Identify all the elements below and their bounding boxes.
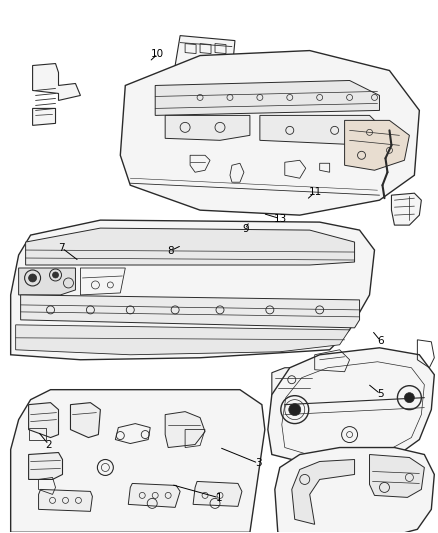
Text: 1: 1 xyxy=(215,492,223,503)
Polygon shape xyxy=(193,481,242,506)
Text: 2: 2 xyxy=(46,440,52,450)
Text: 11: 11 xyxy=(308,187,321,197)
Polygon shape xyxy=(71,402,100,438)
Circle shape xyxy=(28,274,37,282)
Text: 5: 5 xyxy=(377,389,384,399)
Polygon shape xyxy=(392,193,421,225)
Polygon shape xyxy=(292,459,355,524)
Text: 8: 8 xyxy=(168,246,174,255)
Text: 3: 3 xyxy=(255,458,261,468)
Polygon shape xyxy=(272,368,314,410)
Text: 10: 10 xyxy=(151,49,164,59)
Polygon shape xyxy=(19,268,75,295)
Circle shape xyxy=(53,272,59,278)
Text: 7: 7 xyxy=(59,243,65,253)
Polygon shape xyxy=(175,36,235,72)
Polygon shape xyxy=(32,63,81,100)
Polygon shape xyxy=(32,108,56,125)
Polygon shape xyxy=(11,390,265,532)
Polygon shape xyxy=(370,455,424,497)
Polygon shape xyxy=(165,116,250,140)
Polygon shape xyxy=(275,448,434,533)
Polygon shape xyxy=(28,453,63,480)
Polygon shape xyxy=(28,402,59,438)
Circle shape xyxy=(289,403,301,416)
Polygon shape xyxy=(25,228,355,265)
Polygon shape xyxy=(268,348,434,464)
Polygon shape xyxy=(16,325,350,355)
Polygon shape xyxy=(128,483,180,507)
Polygon shape xyxy=(345,120,410,170)
Text: 13: 13 xyxy=(273,214,287,224)
Text: 6: 6 xyxy=(377,336,384,346)
Polygon shape xyxy=(21,295,360,328)
Polygon shape xyxy=(155,80,379,116)
Circle shape xyxy=(404,393,414,402)
Polygon shape xyxy=(165,411,205,448)
Text: 9: 9 xyxy=(242,224,248,235)
Polygon shape xyxy=(11,220,374,360)
Polygon shape xyxy=(39,489,92,511)
Polygon shape xyxy=(260,116,385,146)
Polygon shape xyxy=(120,51,419,215)
